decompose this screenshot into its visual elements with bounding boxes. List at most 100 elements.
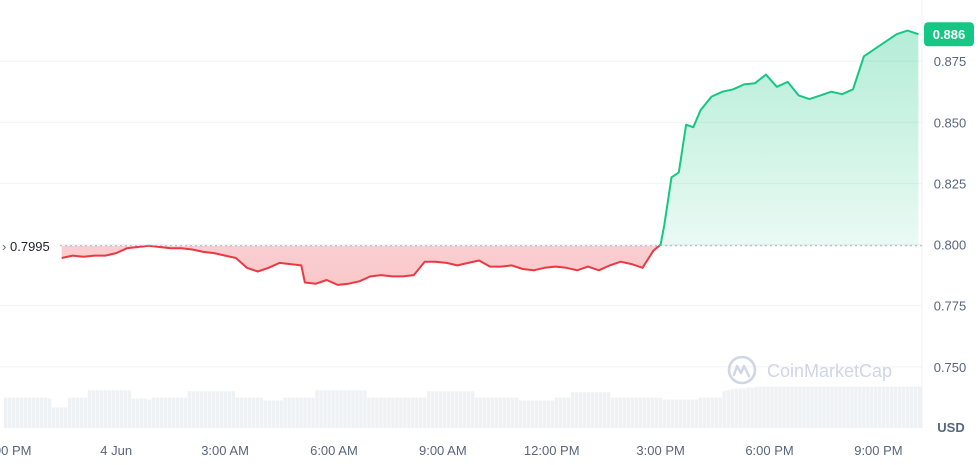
volume-bar	[518, 400, 523, 428]
x-tick-label: 6:00 AM	[310, 443, 358, 458]
volume-bar	[91, 390, 96, 428]
volume-bar	[506, 397, 511, 428]
volume-bar	[135, 398, 140, 428]
volume-bar	[846, 386, 850, 428]
volume-bar	[259, 397, 263, 428]
volume-bar	[874, 386, 878, 428]
volume-bar	[95, 390, 100, 428]
last-price-value: 0.886	[933, 27, 966, 42]
volume-bar	[546, 400, 551, 428]
volume-bar	[558, 397, 563, 428]
volume-bar	[159, 397, 164, 428]
volume-bar	[335, 390, 339, 428]
volume-bar	[403, 397, 407, 428]
coinmarketcap-logo-icon	[727, 355, 757, 385]
volume-bar	[690, 399, 694, 428]
volume-bar	[71, 397, 76, 428]
volume-bar	[211, 391, 216, 428]
y-axis: 0.875 0.850 0.825 0.800 0.775 0.750	[934, 54, 967, 375]
volume-bar	[474, 397, 479, 428]
volume-bar	[191, 391, 196, 428]
volume-bar	[87, 390, 92, 428]
volume-bar	[586, 392, 591, 428]
volume-bar	[155, 397, 160, 428]
volume-bar	[323, 390, 327, 428]
volume-bar	[35, 397, 40, 428]
volume-bar	[51, 407, 56, 428]
volume-bar	[375, 397, 379, 428]
volume-bar	[39, 397, 44, 428]
volume-bar	[399, 397, 403, 428]
price-line[interactable]	[61, 29, 919, 286]
y-tick-label: 0.850	[934, 115, 967, 130]
volume-bar	[331, 390, 335, 428]
volume-bar	[171, 397, 176, 428]
volume-bar	[674, 399, 679, 428]
volume-bar	[578, 392, 583, 428]
volume-bar	[391, 397, 395, 428]
volume-bar	[810, 386, 814, 428]
volume-bar	[427, 391, 431, 428]
volume-bar	[742, 388, 746, 428]
last-price-badge-bg	[924, 22, 974, 47]
volume-bar	[123, 390, 128, 428]
volume-bar	[75, 397, 80, 428]
area-fill-below	[61, 245, 919, 285]
volume-bar	[642, 397, 647, 428]
volume-bar	[806, 386, 810, 428]
volume-bar	[498, 397, 503, 428]
volume-bar	[890, 386, 894, 428]
volume-bar	[167, 397, 172, 428]
volume-bar	[179, 397, 184, 428]
volume-bar	[455, 391, 459, 428]
volume-bar	[590, 392, 595, 428]
volume-bar	[243, 397, 247, 428]
baseline: › 0.7995	[0, 235, 922, 256]
price-line-down[interactable]	[61, 31, 919, 286]
x-tick-label: 4 Jun	[100, 443, 132, 458]
volume-bar	[303, 397, 307, 428]
volume-bar	[582, 392, 587, 428]
volume-bar	[263, 400, 267, 428]
volume-bar	[183, 397, 188, 428]
volume-bar	[115, 390, 120, 428]
volume-bar	[379, 397, 383, 428]
volume-bar	[838, 386, 842, 428]
volume-bar	[490, 397, 495, 428]
volume-bars	[4, 386, 922, 428]
volume-bar	[894, 386, 898, 428]
volume-bar	[319, 390, 323, 428]
volume-bar	[710, 397, 714, 428]
volume-bar	[622, 397, 627, 428]
volume-bar	[530, 400, 535, 428]
volume-bar	[367, 397, 371, 428]
volume-bar	[878, 386, 882, 428]
volume-bar	[307, 397, 311, 428]
volume-bar	[730, 389, 734, 428]
volume-bar	[486, 397, 491, 428]
volume-bar	[566, 397, 571, 428]
currency-label: USD	[937, 420, 964, 435]
volume-bar	[762, 386, 766, 428]
volume-bar	[59, 407, 64, 428]
volume-bar	[31, 397, 36, 428]
volume-bar	[459, 391, 463, 428]
volume-bar	[203, 391, 208, 428]
volume-bar	[235, 397, 239, 428]
volume-bar	[714, 397, 718, 428]
volume-bar	[291, 397, 295, 428]
volume-bar	[770, 386, 774, 428]
volume-bar	[411, 397, 415, 428]
price-line-up[interactable]	[62, 29, 919, 285]
volume-bar	[7, 397, 12, 428]
x-tick-label: 3:00 AM	[201, 443, 249, 458]
volume-bar	[431, 391, 435, 428]
volume-bar	[447, 391, 451, 428]
volume-bar	[862, 386, 866, 428]
volume-bar	[247, 397, 251, 428]
volume-bar	[215, 391, 220, 428]
volume-bar	[802, 386, 806, 428]
volume-bar	[279, 400, 283, 428]
volume-bar	[550, 400, 555, 428]
